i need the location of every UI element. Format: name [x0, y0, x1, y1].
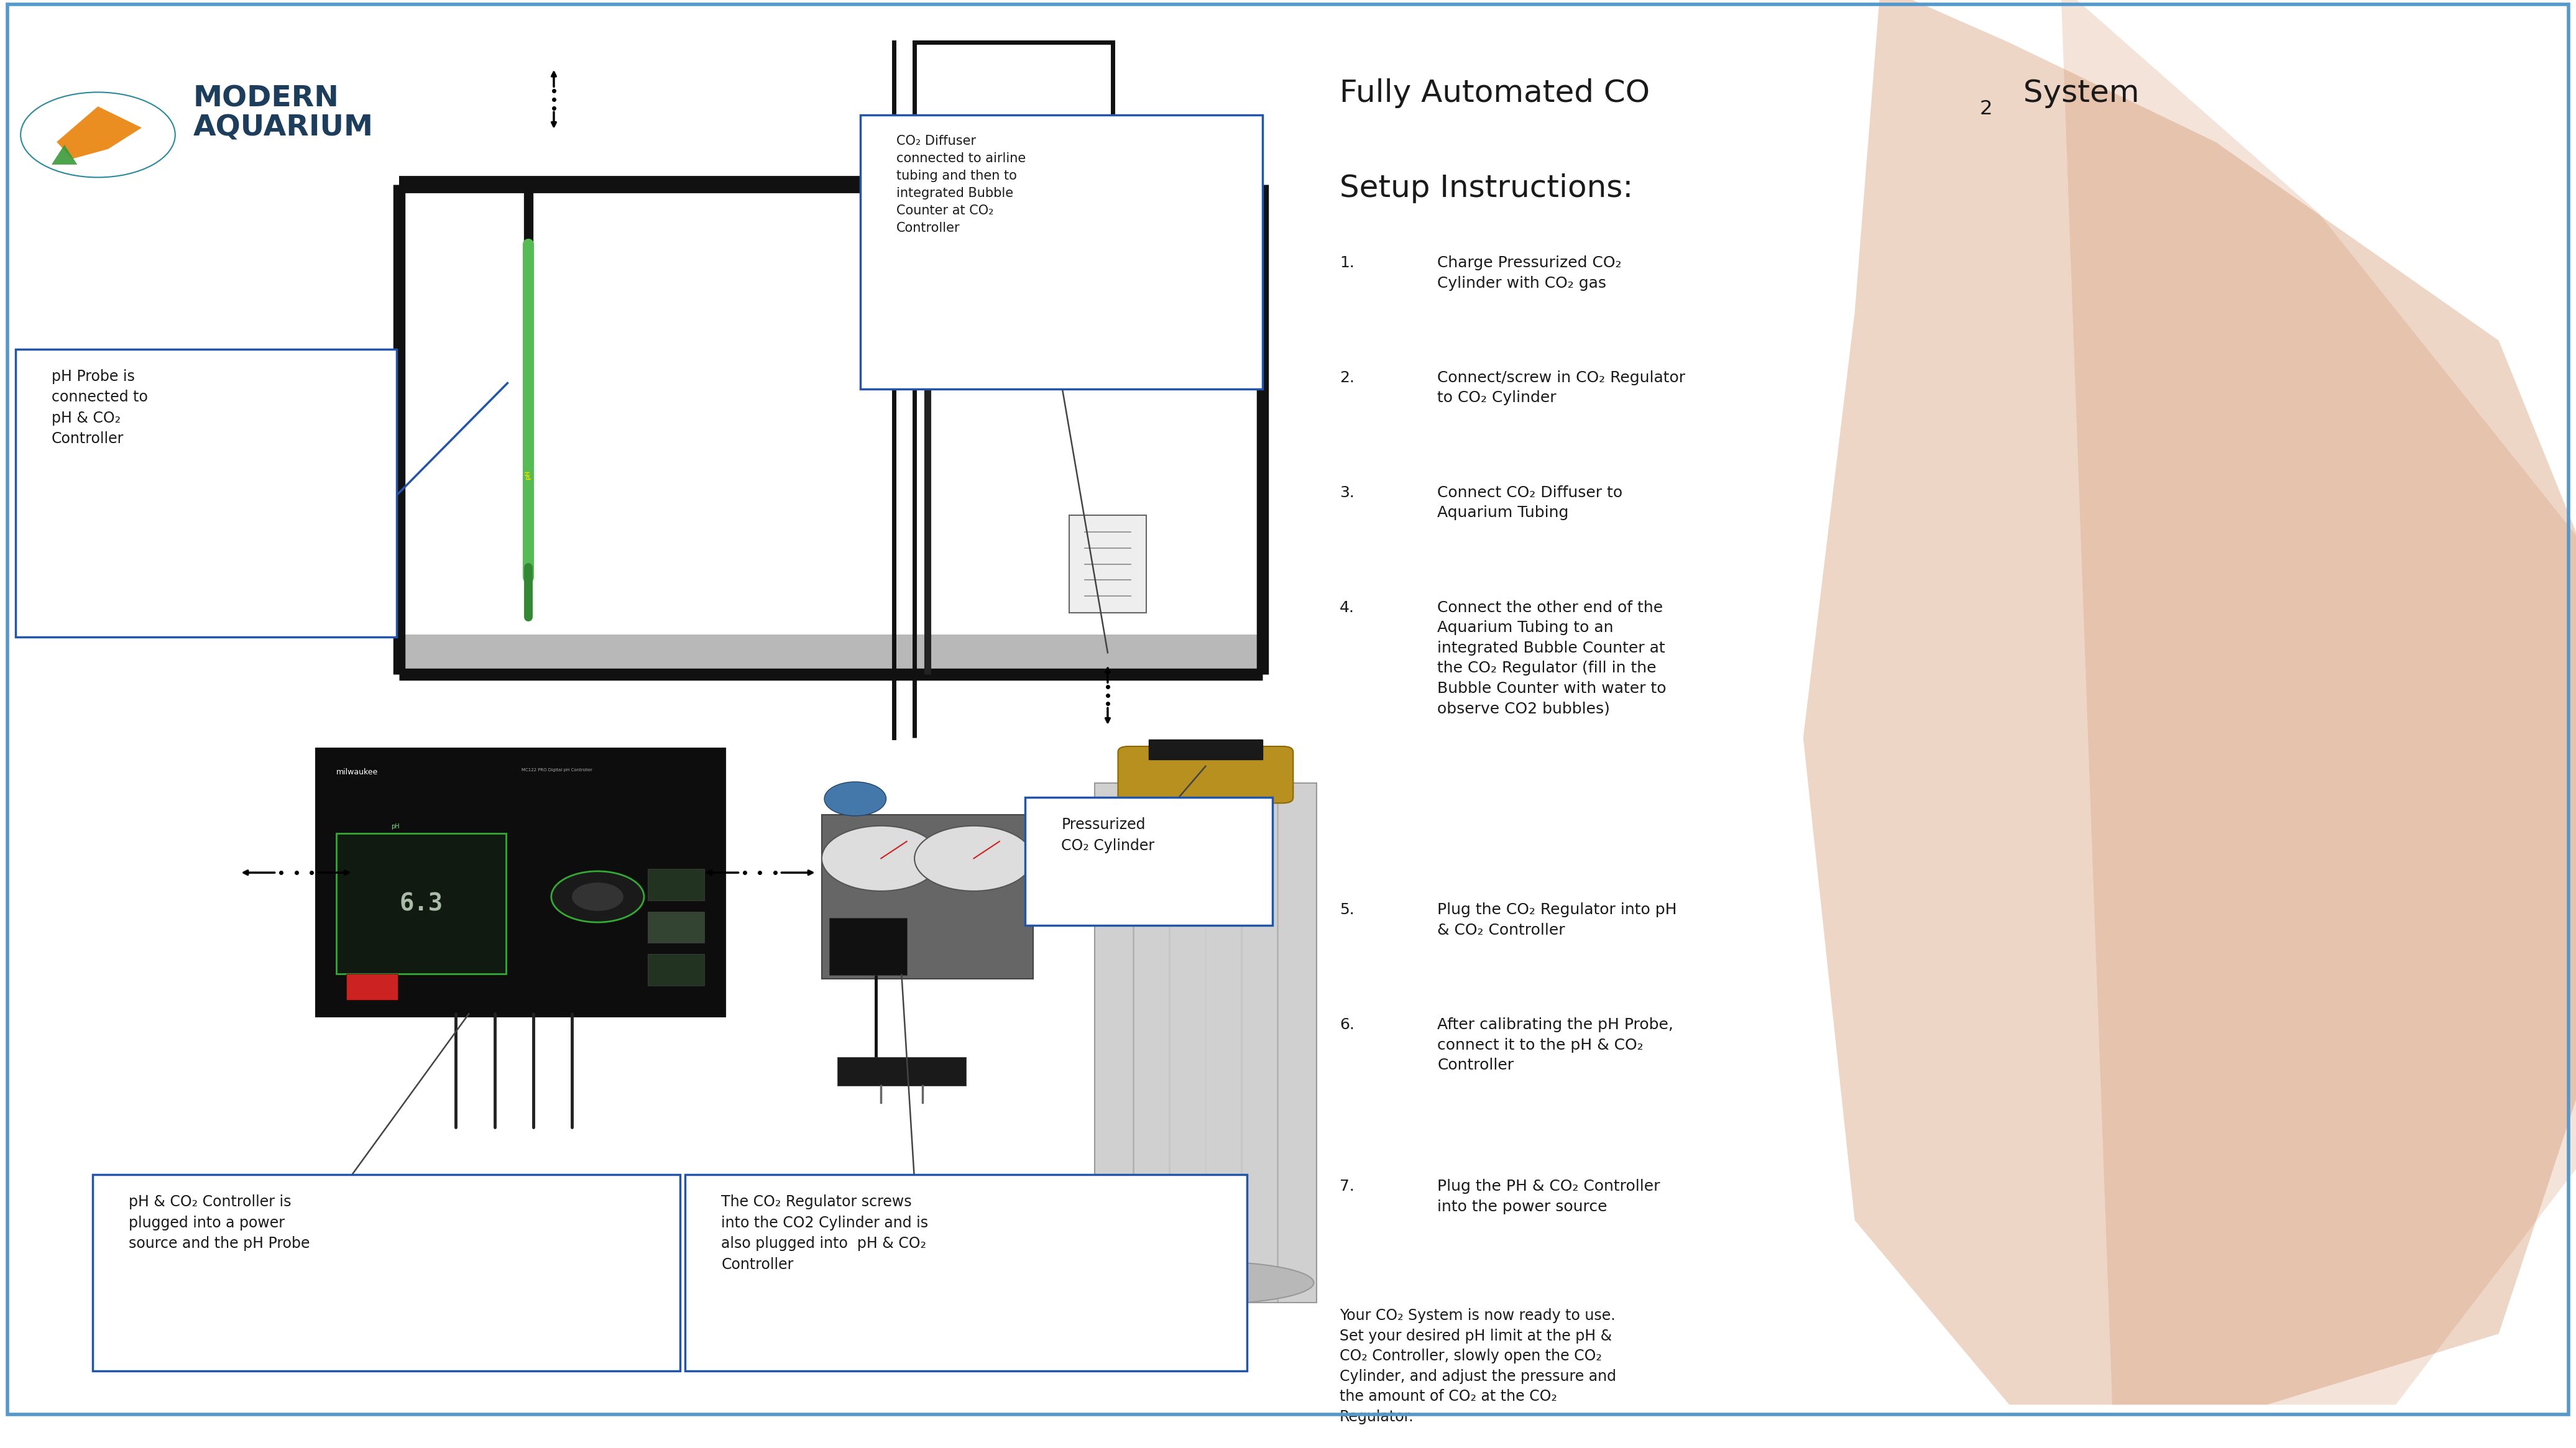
Text: 7.: 7. [1340, 1179, 1355, 1195]
Text: 4.: 4. [1340, 601, 1355, 615]
Bar [399, 634, 1262, 673]
FancyBboxPatch shape [822, 814, 1033, 979]
FancyBboxPatch shape [860, 114, 1262, 388]
Text: MODERN
AQUARIUM: MODERN AQUARIUM [193, 85, 374, 142]
Text: Setup Instructions:: Setup Instructions: [1340, 174, 1633, 203]
Text: Your CO₂ System is now ready to use.
Set your desired pH limit at the pH &
CO₂ C: Your CO₂ System is now ready to use. Set… [1340, 1308, 1615, 1425]
Polygon shape [1803, 0, 2576, 1405]
FancyBboxPatch shape [1069, 515, 1146, 613]
Circle shape [914, 825, 1033, 891]
FancyBboxPatch shape [685, 1174, 1247, 1371]
Circle shape [822, 825, 940, 891]
Bar [837, 1057, 966, 1086]
Circle shape [572, 883, 623, 911]
FancyBboxPatch shape [1095, 783, 1316, 1303]
Text: Charge Pressurized CO₂
Cylinder with CO₂ gas: Charge Pressurized CO₂ Cylinder with CO₂… [1437, 255, 1623, 291]
FancyBboxPatch shape [1154, 760, 1257, 831]
Bar [649, 954, 706, 986]
Text: Connect the other end of the
Aquarium Tubing to an
integrated Bubble Counter at
: Connect the other end of the Aquarium Tu… [1437, 601, 1667, 717]
Bar [649, 869, 706, 901]
Polygon shape [2061, 0, 2576, 1405]
Text: Plug the CO₂ Regulator into pH
& CO₂ Controller: Plug the CO₂ Regulator into pH & CO₂ Con… [1437, 902, 1677, 937]
Polygon shape [52, 145, 77, 165]
Text: 2: 2 [1978, 100, 1991, 119]
FancyBboxPatch shape [1118, 746, 1293, 804]
FancyBboxPatch shape [15, 349, 397, 637]
Text: 5.: 5. [1340, 902, 1355, 918]
Bar [649, 912, 706, 943]
FancyBboxPatch shape [93, 1174, 680, 1371]
Text: Pressurized
CO₂ Cylinder: Pressurized CO₂ Cylinder [1061, 817, 1154, 853]
Text: 3.: 3. [1340, 485, 1355, 500]
Text: 2.: 2. [1340, 371, 1355, 385]
Text: The CO₂ Regulator screws
into the CO2 Cylinder and is
also plugged into  pH & CO: The CO₂ Regulator screws into the CO2 Cy… [721, 1195, 927, 1273]
Text: pH Probe is
connected to
pH & CO₂
Controller: pH Probe is connected to pH & CO₂ Contro… [52, 369, 147, 446]
Text: pH: pH [526, 471, 531, 481]
Text: 1.: 1. [1340, 255, 1355, 271]
Bar [399, 184, 1262, 673]
FancyBboxPatch shape [317, 749, 726, 1016]
Text: pH & CO₂ Controller is
plugged into a power
source and the pH Probe: pH & CO₂ Controller is plugged into a po… [129, 1195, 309, 1251]
Text: milwaukee: milwaukee [335, 769, 379, 776]
Text: Fully Automated CO: Fully Automated CO [1340, 78, 1649, 107]
Bar [345, 975, 399, 999]
Bar [829, 918, 907, 975]
Circle shape [551, 872, 644, 922]
Bar [1149, 740, 1262, 759]
Text: 6.3: 6.3 [399, 892, 443, 915]
Text: System: System [2014, 78, 2138, 107]
Ellipse shape [1097, 1261, 1314, 1305]
Text: pH: pH [392, 822, 399, 830]
FancyBboxPatch shape [1025, 798, 1273, 925]
Text: MC122 PRO Digital pH Controller: MC122 PRO Digital pH Controller [520, 769, 592, 772]
Circle shape [824, 782, 886, 815]
Text: Plug the PH & CO₂ Controller
into the power source: Plug the PH & CO₂ Controller into the po… [1437, 1179, 1662, 1215]
Text: Connect/screw in CO₂ Regulator
to CO₂ Cylinder: Connect/screw in CO₂ Regulator to CO₂ Cy… [1437, 371, 1685, 405]
Text: 6.: 6. [1340, 1018, 1355, 1032]
Text: Connect CO₂ Diffuser to
Aquarium Tubing: Connect CO₂ Diffuser to Aquarium Tubing [1437, 485, 1623, 520]
Text: CO₂ Diffuser
connected to airline
tubing and then to
integrated Bubble
Counter a: CO₂ Diffuser connected to airline tubing… [896, 135, 1025, 235]
Polygon shape [57, 106, 142, 159]
Text: After calibrating the pH Probe,
connect it to the pH & CO₂
Controller: After calibrating the pH Probe, connect … [1437, 1018, 1674, 1073]
FancyBboxPatch shape [335, 834, 505, 975]
